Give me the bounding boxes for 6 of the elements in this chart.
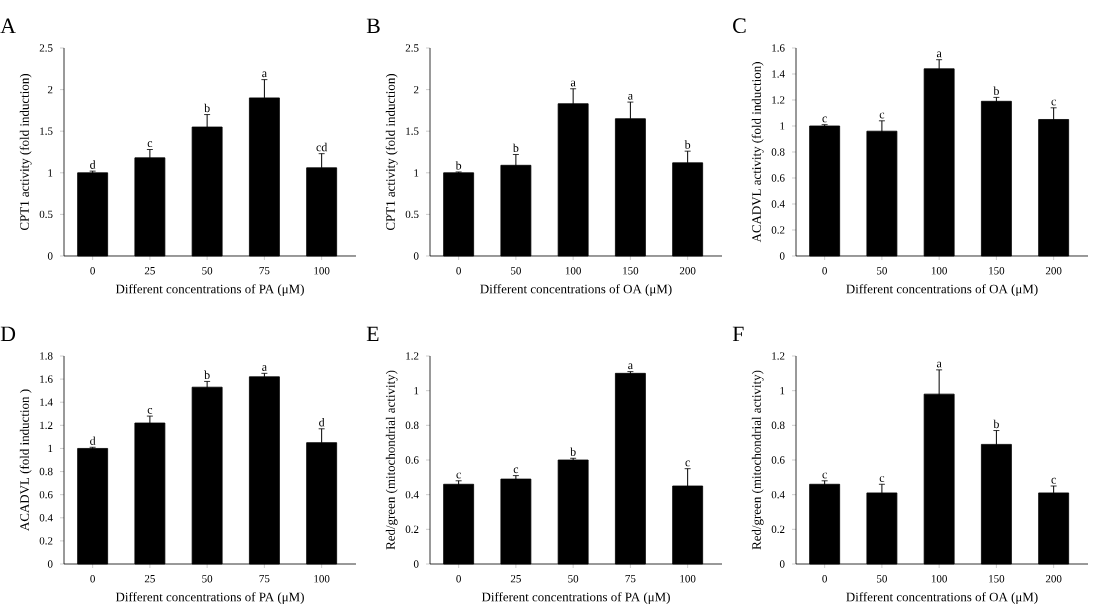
chart-title: D — [0, 326, 16, 342]
chart-title: C — [733, 18, 746, 34]
chart-title: A — [0, 18, 16, 34]
chart-title: E — [366, 326, 379, 342]
chart-title: F — [732, 326, 744, 342]
chart-title: B — [366, 18, 380, 34]
